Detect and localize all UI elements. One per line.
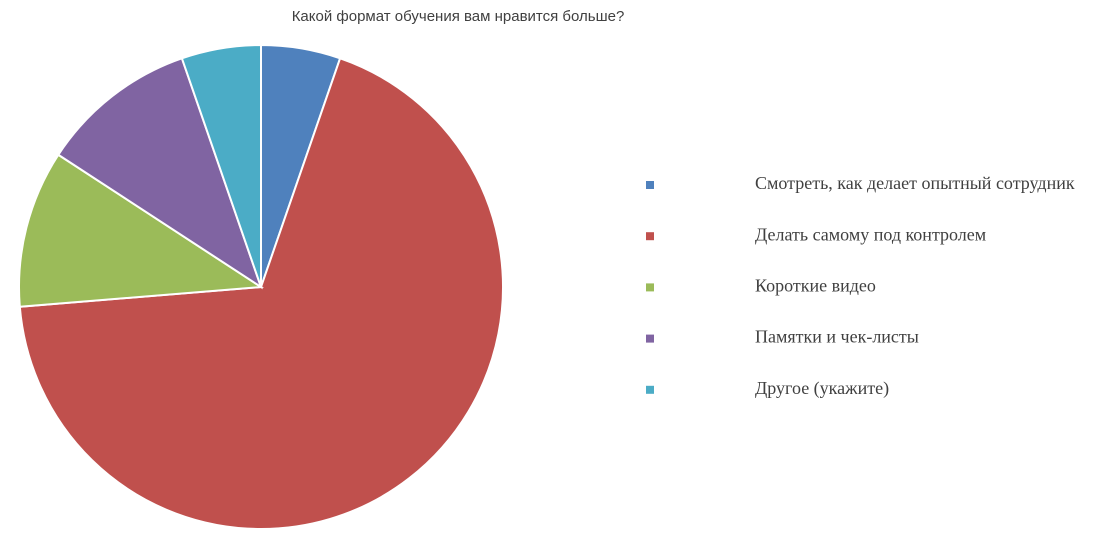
pie-slice <box>18 57 504 530</box>
chart-title: Какой формат обучения вам нравится больш… <box>292 8 625 25</box>
legend-label: Памятки и чек-листы <box>755 327 919 347</box>
legend-marker <box>646 283 654 292</box>
legend-marker <box>646 232 654 241</box>
pie-slice <box>56 57 263 290</box>
pie-slice <box>180 43 262 288</box>
legend-marker <box>646 181 654 189</box>
pie-slice <box>18 153 264 308</box>
legend-marker <box>646 385 654 394</box>
legend-label: Короткие видео <box>755 276 876 296</box>
legend-label: Другое (укажите) <box>755 378 889 399</box>
legend-label: Смотреть, как делает опытный сотрудник <box>755 173 1075 193</box>
legend-label: Делать самому под контролем <box>755 224 986 244</box>
legend-marker <box>646 334 654 343</box>
